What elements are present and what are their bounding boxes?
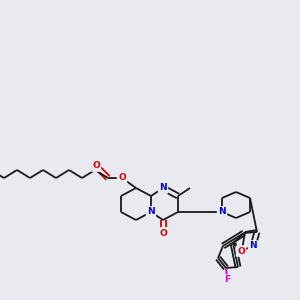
Text: N: N <box>147 208 155 217</box>
Text: O: O <box>237 247 245 256</box>
Text: F: F <box>224 275 230 284</box>
Text: O: O <box>159 229 167 238</box>
Text: N: N <box>249 242 257 250</box>
Text: O: O <box>118 173 126 182</box>
Text: N: N <box>218 208 226 217</box>
Text: O: O <box>92 161 100 170</box>
Text: N: N <box>159 184 167 193</box>
